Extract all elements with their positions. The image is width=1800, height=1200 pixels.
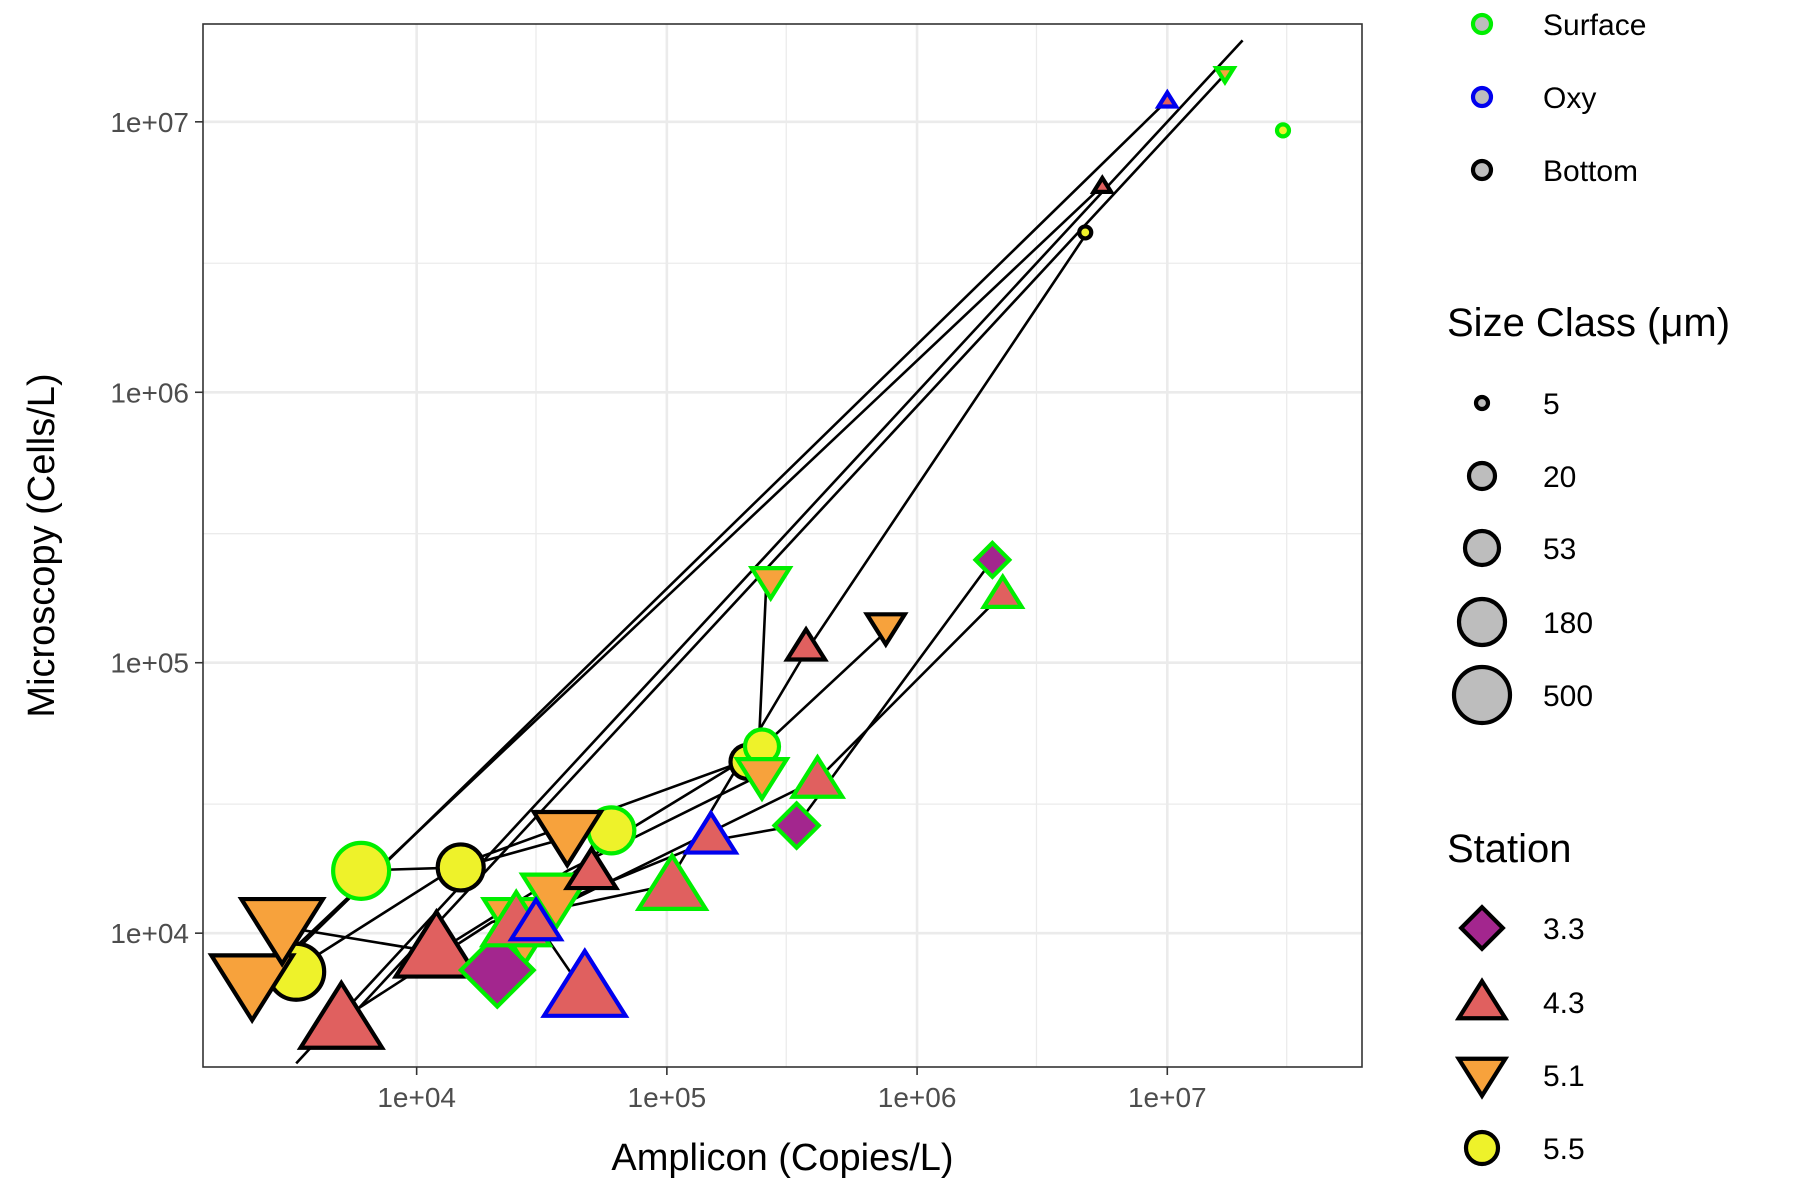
data-point [331,840,392,901]
series-line [285,581,768,954]
data-point [783,625,829,662]
x-tick-label: 1e+06 [878,1082,957,1113]
y-tick-label: 1e+05 [110,648,189,679]
legend-key-depth [1470,158,1494,182]
series-line [273,184,1104,968]
data-point [771,800,822,851]
legend-key-station [1463,1129,1501,1167]
axis-ticks: 1e+04 1e+05 1e+06 1e+07 1e+04 1e+05 1e+06 1e+07 [110,107,1206,1113]
legend-label-size: 53 [1543,533,1576,566]
x-tick-label: 1e+07 [1128,1082,1207,1113]
data-point [237,896,327,968]
data-point [972,540,1013,580]
y-axis-title: Microscopy (Cells/L) [21,373,63,717]
legend-label-station: 4.3 [1543,987,1585,1020]
legend-label-size: 5 [1543,388,1560,421]
data-point [530,809,605,870]
series-line [295,39,1244,1065]
data-point [435,842,486,893]
data-point [747,566,794,603]
legend-key-size [1473,394,1491,412]
data-point [733,757,791,803]
grid [203,24,1362,1067]
data-point [1212,66,1238,86]
legend-key-depth [1470,85,1494,109]
legend-label-station: 5.1 [1543,1060,1585,1093]
legend: Surface Oxy Bottom Size Class (μm) 5 20 53 180 5… [1447,9,1730,1167]
legend-key-size [1451,664,1513,726]
data-point [1077,224,1094,241]
data-point [980,572,1026,609]
legend-label-size: 20 [1543,461,1576,494]
x-tick-label: 1e+04 [377,1082,456,1113]
data-point [562,844,621,891]
data-point [457,930,537,1010]
data-point [788,753,847,799]
legend-key-depth [1470,12,1494,36]
data-points [207,66,1292,1050]
x-tick-label: 1e+05 [628,1082,707,1113]
legend-key-station [1454,1056,1510,1100]
data-point [863,612,909,649]
data-point [391,907,482,979]
legend-label-depth: Bottom [1543,155,1638,188]
y-tick-label: 1e+07 [110,107,189,138]
legend-label-station: 5.5 [1543,1133,1585,1166]
legend-label-size: 180 [1543,607,1593,640]
data-point [1154,88,1180,109]
data-point [207,953,297,1025]
data-point [634,851,710,911]
data-point [1089,174,1115,194]
data-point [1274,122,1292,139]
legend-label-size: 500 [1543,680,1593,713]
legend-title-station: Station [1447,827,1572,871]
legend-label-depth: Surface [1543,9,1646,42]
y-tick-label: 1e+06 [110,377,189,408]
data-point [540,947,630,1018]
legend-key-station [1454,977,1510,1021]
data-point [507,895,565,942]
legend-title-size-class: Size Class (μm) [1447,301,1730,345]
legend-key-station [1458,904,1506,952]
y-tick-label: 1e+04 [110,918,189,949]
legend-label-depth: Oxy [1543,82,1596,115]
x-axis-title: Amplicon (Copies/L) [611,1137,953,1179]
legend-key-size [1462,528,1502,568]
legend-key-size [1466,460,1498,492]
data-point [296,979,386,1050]
legend-key-size [1456,596,1508,648]
data-point [682,809,740,855]
legend-label-station: 3.3 [1543,913,1585,946]
panel-border [202,23,1363,1068]
